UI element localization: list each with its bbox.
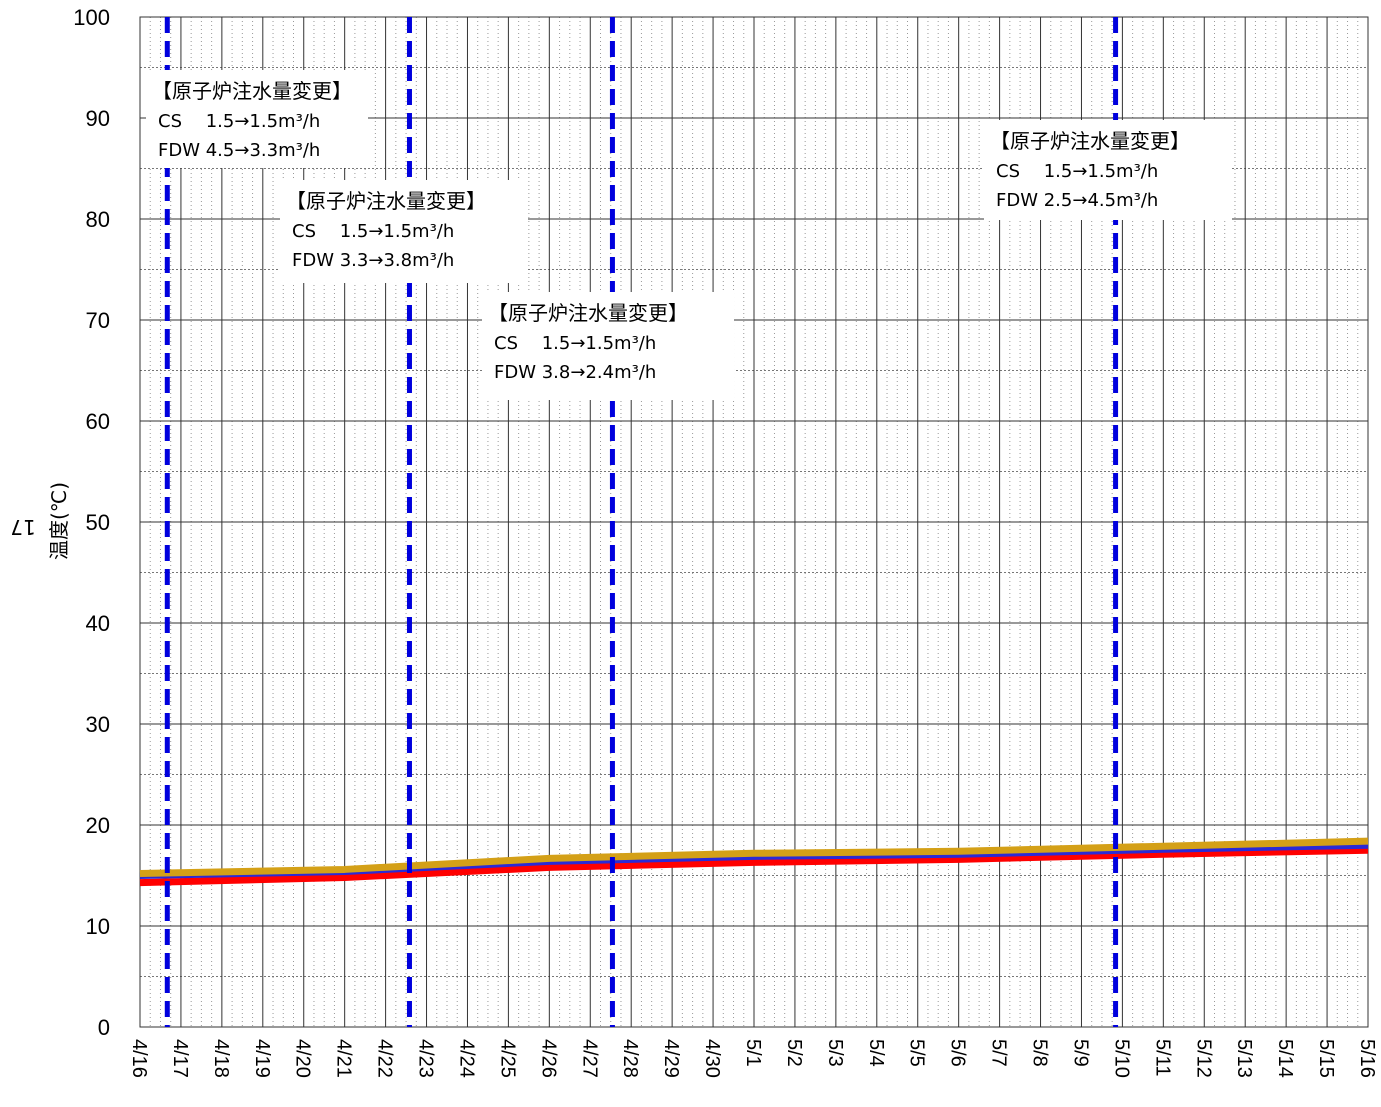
y-tick-label: 80 <box>86 207 110 232</box>
x-tick-label: 5/5 <box>906 1039 928 1067</box>
series-line <box>139 846 1369 887</box>
event-label-title: 【原子炉注水量変更】 <box>152 79 352 103</box>
x-tick-label: 4/22 <box>374 1039 396 1078</box>
x-tick-label: 5/7 <box>988 1039 1010 1067</box>
y-tick-label: 70 <box>86 308 110 333</box>
x-tick-label: 5/16 <box>1356 1039 1378 1078</box>
x-tick-label: 5/4 <box>865 1039 887 1067</box>
y-tick-label: 90 <box>86 106 110 131</box>
event-label-box <box>984 120 1232 220</box>
x-tick-label: 5/2 <box>783 1039 805 1067</box>
x-tick-label: 5/12 <box>1192 1039 1214 1078</box>
event-label-fdw: FDW 3.3→3.8m³/h <box>292 250 454 271</box>
y-tick-label: 30 <box>86 712 110 737</box>
event-label-box <box>280 180 528 283</box>
x-tick-label: 4/24 <box>455 1039 477 1078</box>
event-label-title: 【原子炉注水量変更】 <box>488 301 688 325</box>
event-label-title: 【原子炉注水量変更】 <box>286 189 486 213</box>
x-tick-label: 4/27 <box>578 1039 600 1078</box>
event-label-box <box>146 70 368 168</box>
event-label-cs: CS 1.5→1.5m³/h <box>292 221 454 242</box>
x-tick-label: 4/19 <box>251 1039 273 1078</box>
x-tick-label: 4/18 <box>210 1039 232 1078</box>
event-label-fdw: FDW 2.5→4.5m³/h <box>996 190 1158 211</box>
x-tick-label: 5/10 <box>1110 1039 1132 1078</box>
x-tick-label: 5/3 <box>824 1039 846 1067</box>
event-label-title: 【原子炉注水量変更】 <box>990 129 1190 153</box>
y-tick-label: 20 <box>86 813 110 838</box>
x-tick-label: 4/26 <box>537 1039 559 1078</box>
event-label-fdw: FDW 3.8→2.4m³/h <box>494 362 656 383</box>
x-tick-label: 4/23 <box>415 1039 437 1078</box>
x-tick-label: 4/29 <box>660 1039 682 1078</box>
x-tick-label: 4/16 <box>128 1039 150 1078</box>
y-tick-label: 10 <box>86 914 110 939</box>
x-tick-label: 5/1 <box>742 1039 764 1067</box>
y-tick-label: 0 <box>98 1015 110 1040</box>
x-tick-label: 5/11 <box>1151 1039 1173 1076</box>
x-tick-label: 4/28 <box>619 1039 641 1078</box>
x-tick-label: 5/8 <box>1029 1039 1051 1067</box>
event-label-cs: CS 1.5→1.5m³/h <box>158 111 320 132</box>
x-tick-label: 5/15 <box>1315 1039 1337 1078</box>
x-tick-label: 5/14 <box>1274 1039 1296 1078</box>
y-axis-label: 温度(℃) <box>47 482 71 560</box>
plot-frame <box>139 16 1369 1028</box>
event-label-cs: CS 1.5→1.5m³/h <box>996 161 1158 182</box>
event-label-fdw: FDW 4.5→3.3m³/h <box>158 140 320 161</box>
event-label-box <box>482 292 734 400</box>
series-line <box>139 837 1369 877</box>
y-tick-label: 60 <box>86 409 110 434</box>
x-tick-label: 4/25 <box>496 1039 518 1078</box>
y-tick-label: 50 <box>86 510 110 535</box>
x-tick-label: 4/20 <box>292 1039 314 1078</box>
y-tick-label: 40 <box>86 611 110 636</box>
x-tick-label: 4/17 <box>169 1039 191 1078</box>
x-tick-label: 4/21 <box>333 1039 355 1078</box>
event-label-cs: CS 1.5→1.5m³/h <box>494 333 656 354</box>
y-tick-label: 100 <box>73 5 110 30</box>
x-tick-label: 5/6 <box>947 1039 969 1067</box>
page-number-label: 17 <box>10 515 36 539</box>
x-tick-label: 4/30 <box>701 1039 723 1078</box>
x-tick-label: 5/9 <box>1069 1039 1091 1067</box>
x-tick-label: 5/13 <box>1233 1039 1255 1078</box>
